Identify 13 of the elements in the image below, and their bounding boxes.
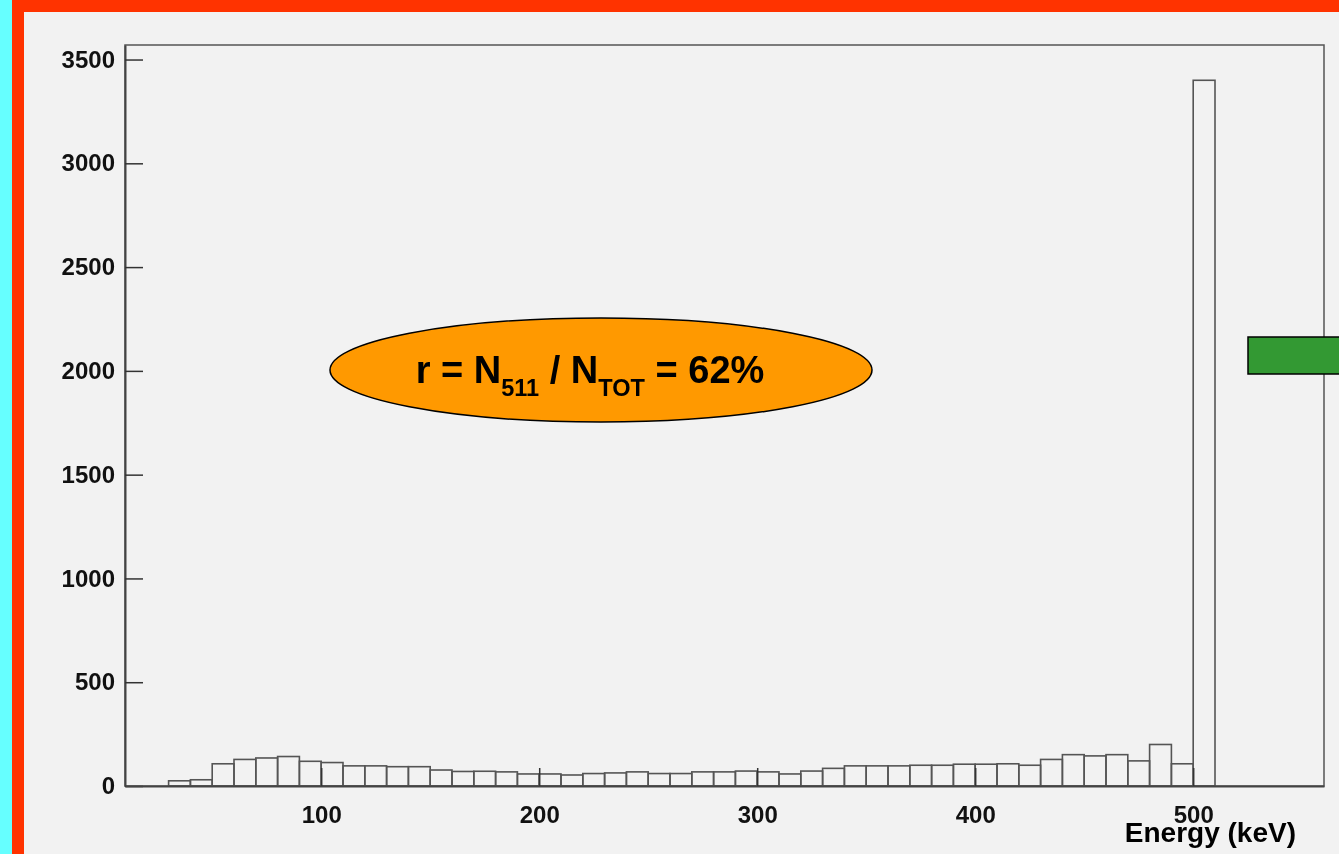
y-tick-label: 1500 (61, 460, 115, 488)
x-tick-label: 300 (737, 801, 778, 829)
y-tick-label: 500 (74, 668, 115, 696)
x-tick-label: 100 (301, 801, 342, 829)
x-tick-label: 200 (519, 801, 560, 829)
y-tick-label: 0 (101, 772, 115, 800)
y-tick-label: 2000 (61, 357, 115, 385)
x-tick-label: 400 (955, 801, 996, 829)
y-tick-label: 1000 (61, 564, 115, 592)
annotation: r = N$_{511}$ / N$_{TOT}$ = 62% (415, 349, 765, 401)
y-tick-label: 2500 (61, 253, 115, 281)
y-tick-label: 3500 (61, 45, 115, 73)
y-tick-label: 3000 (61, 149, 115, 177)
